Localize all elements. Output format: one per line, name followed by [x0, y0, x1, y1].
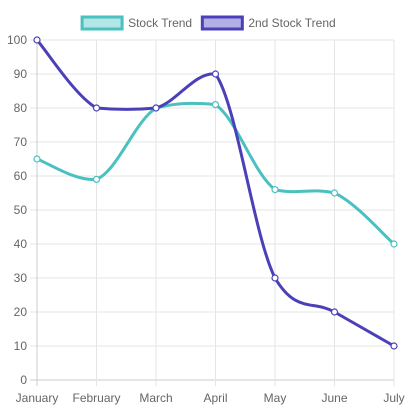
data-point[interactable] [211, 100, 220, 109]
y-tick-label: 10 [14, 339, 28, 353]
y-tick-label: 80 [14, 101, 28, 115]
y-tick-label: 60 [14, 169, 28, 183]
x-tick-label: February [72, 391, 120, 405]
x-tick-label: June [321, 391, 347, 405]
data-point[interactable] [33, 36, 41, 44]
y-tick-label: 0 [20, 373, 27, 387]
x-tick-label: March [139, 391, 172, 405]
data-point[interactable] [330, 308, 339, 316]
y-tick-label: 20 [14, 305, 28, 319]
x-axis-ticks: January February March April May June July [16, 391, 405, 405]
legend-swatch [80, 15, 124, 31]
data-point[interactable] [92, 104, 101, 112]
legend: Stock Trend 2nd Stock Trend [80, 15, 336, 31]
series-1 [33, 100, 398, 248]
legend-item[interactable]: Stock Trend [80, 15, 192, 31]
x-tick-label: July [383, 391, 404, 405]
y-tick-label: 100 [7, 33, 27, 47]
legend-item[interactable]: 2nd Stock Trend [200, 15, 336, 31]
data-point[interactable] [92, 175, 101, 183]
data-point[interactable] [271, 274, 279, 282]
series-layer [33, 36, 398, 350]
series-2 [33, 36, 398, 350]
data-point[interactable] [33, 155, 41, 163]
grid [30, 39, 395, 386]
y-tick-label: 30 [14, 271, 28, 285]
y-tick-label: 40 [14, 237, 28, 251]
data-point[interactable] [390, 342, 398, 350]
x-tick-label: May [264, 391, 287, 405]
y-axis-ticks: 0 10 20 30 40 50 60 70 80 90 100 [7, 33, 27, 387]
data-point[interactable] [271, 186, 279, 194]
y-tick-label: 50 [14, 203, 28, 217]
data-point[interactable] [330, 189, 339, 197]
data-point[interactable] [211, 70, 220, 78]
data-point[interactable] [152, 104, 160, 112]
legend-label: Stock Trend [128, 16, 192, 30]
legend-label: 2nd Stock Trend [248, 16, 335, 30]
y-tick-label: 70 [14, 135, 28, 149]
data-point[interactable] [390, 240, 398, 248]
x-tick-label: April [203, 391, 227, 405]
x-tick-label: January [16, 391, 59, 405]
y-tick-label: 90 [14, 67, 28, 81]
legend-swatch [200, 15, 244, 31]
